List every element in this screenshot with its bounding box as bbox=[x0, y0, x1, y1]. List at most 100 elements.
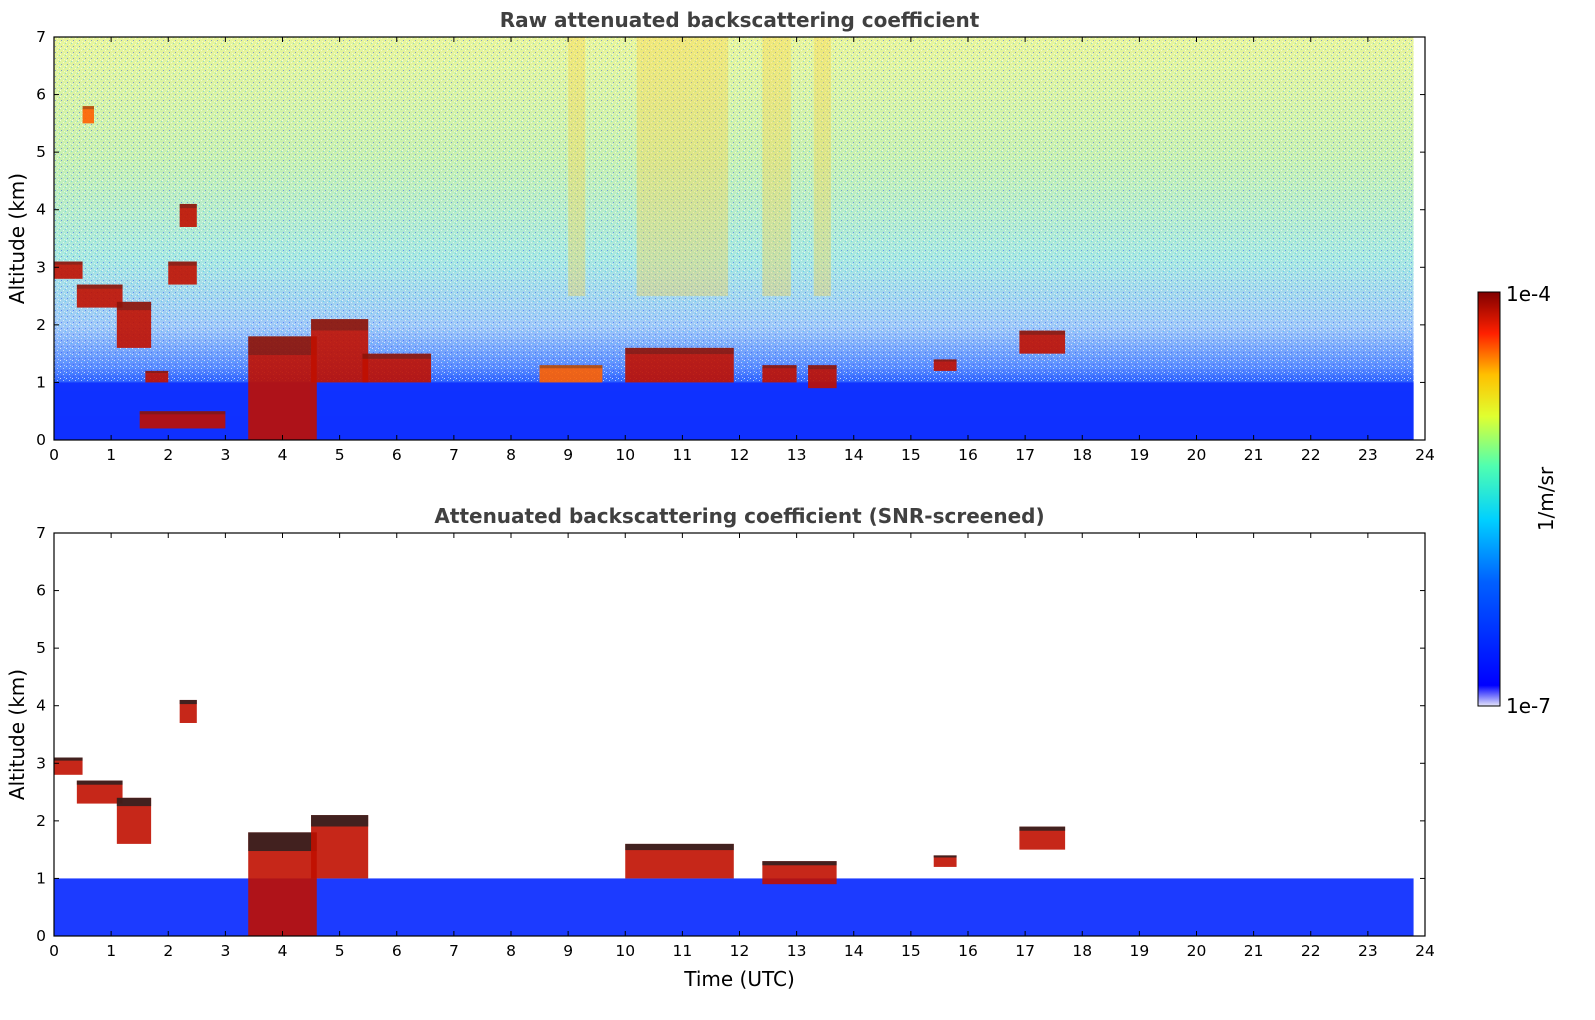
x-tick-label: 11 bbox=[673, 446, 693, 464]
cloud-layer-cell bbox=[625, 347, 734, 383]
x-tick-label: 2 bbox=[163, 942, 173, 960]
y-tick-label: 6 bbox=[36, 86, 46, 104]
cloud-layer-cell bbox=[179, 203, 197, 227]
x-tick-label: 14 bbox=[844, 942, 864, 960]
cloud-layer-cell bbox=[1019, 330, 1066, 354]
y-tick-label: 4 bbox=[36, 697, 46, 715]
x-tick-label: 15 bbox=[901, 942, 921, 960]
x-tick-label: 17 bbox=[1015, 942, 1035, 960]
cloud-top-edge bbox=[1019, 330, 1066, 335]
x-tick-label: 7 bbox=[449, 942, 459, 960]
cloud-top-edge bbox=[54, 261, 83, 265]
x-tick-label: 2 bbox=[163, 446, 173, 464]
x-tick-label: 6 bbox=[392, 446, 402, 464]
y-tick-label: 1 bbox=[36, 373, 46, 391]
cloud-layer-cell bbox=[82, 106, 94, 124]
cloud-top-edge bbox=[139, 411, 226, 415]
cloud-top-edge bbox=[248, 832, 317, 852]
cloud-layer-cell bbox=[762, 861, 837, 885]
y-tick-label: 2 bbox=[36, 316, 46, 334]
cloud-top-edge bbox=[808, 365, 837, 370]
noise-texture bbox=[54, 37, 1414, 383]
colorbar-min-label: 1e-7 bbox=[1506, 694, 1551, 718]
y-tick-label: 2 bbox=[36, 812, 46, 830]
x-tick-label: 3 bbox=[220, 446, 230, 464]
cloud-layer-cell bbox=[54, 757, 83, 775]
cloud-top-edge bbox=[76, 284, 123, 289]
cloud-top-edge bbox=[82, 106, 94, 110]
y-tick-label: 7 bbox=[36, 28, 46, 46]
cloud-top-edge bbox=[168, 261, 197, 266]
noise-streak bbox=[636, 37, 729, 297]
cloud-top-edge bbox=[116, 797, 152, 807]
cloud-layer-cell bbox=[54, 261, 83, 279]
cloud-top-edge bbox=[54, 757, 83, 761]
x-tick-label: 17 bbox=[1015, 446, 1035, 464]
y-tick-label: 3 bbox=[36, 258, 46, 276]
x-tick-label: 18 bbox=[1072, 942, 1092, 960]
cloud-top-edge bbox=[625, 843, 734, 851]
y-tick-label: 5 bbox=[36, 143, 46, 161]
x-tick-label: 19 bbox=[1130, 446, 1150, 464]
cloud-layer-cell bbox=[116, 301, 152, 348]
y-axis-ticks: 0 1 2 3 4 5 6 7 bbox=[36, 28, 1425, 449]
cloud-top-edge bbox=[311, 319, 369, 331]
colorbar-unit-label: 1/m/sr bbox=[1534, 466, 1558, 531]
cloud-layer-cell bbox=[362, 353, 432, 383]
cloud-top-edge bbox=[625, 347, 734, 355]
x-axis-ticks: 0 1 2 3 4 5 6 7 8 9 10 11 12 13 14 15 16 17 18 19 20 21 22 23 24 bbox=[49, 533, 1435, 960]
cloud-layer-cell bbox=[311, 319, 369, 383]
x-tick-label: 5 bbox=[335, 446, 345, 464]
cloud-top-edge bbox=[248, 336, 317, 356]
x-tick-label: 3 bbox=[220, 942, 230, 960]
x-tick-label: 15 bbox=[901, 446, 921, 464]
cloud-top-edge bbox=[933, 359, 957, 362]
x-tick-label: 24 bbox=[1415, 446, 1435, 464]
cloud-top-edge bbox=[145, 370, 169, 373]
cloud-layer-cell bbox=[179, 699, 197, 723]
colorbar-gradient bbox=[1477, 291, 1501, 707]
noise-streak bbox=[568, 37, 586, 297]
x-tick-label: 12 bbox=[730, 446, 750, 464]
x-tick-label: 23 bbox=[1358, 942, 1378, 960]
y-tick-label: 1 bbox=[36, 869, 46, 887]
cloud-top-edge bbox=[1019, 826, 1066, 831]
cloud-layer-cell bbox=[76, 780, 123, 804]
cloud-top-edge bbox=[311, 815, 369, 827]
x-tick-label: 12 bbox=[730, 942, 750, 960]
noise-streak bbox=[762, 37, 791, 297]
x-tick-label: 22 bbox=[1301, 942, 1321, 960]
cloud-layer-cell bbox=[1019, 826, 1066, 850]
x-tick-label: 21 bbox=[1244, 446, 1264, 464]
x-tick-label: 8 bbox=[506, 446, 516, 464]
x-tick-label: 1 bbox=[106, 942, 116, 960]
x-tick-label: 1 bbox=[106, 446, 116, 464]
x-tick-label: 22 bbox=[1301, 446, 1321, 464]
x-tick-label: 10 bbox=[615, 446, 635, 464]
cloud-top-edge bbox=[179, 699, 197, 705]
cloud-top-edge bbox=[76, 780, 123, 785]
y-axis-label: Altitude (km) bbox=[5, 669, 29, 800]
y-axis-ticks: 0 1 2 3 4 5 6 7 bbox=[36, 524, 1425, 945]
x-tick-label: 20 bbox=[1187, 942, 1207, 960]
x-tick-label: 24 bbox=[1415, 942, 1435, 960]
x-tick-label: 9 bbox=[563, 446, 573, 464]
cloud-layer-cell bbox=[76, 284, 123, 308]
noise-streak bbox=[813, 37, 831, 297]
raw-backscatter-panel: Raw attenuated backscattering coefficien… bbox=[5, 8, 1435, 464]
cloud-layer-cell bbox=[933, 855, 957, 867]
x-tick-label: 16 bbox=[958, 446, 978, 464]
cloud-top-edge bbox=[933, 855, 957, 858]
chart-title: Raw attenuated backscattering coefficien… bbox=[500, 8, 980, 32]
y-tick-label: 6 bbox=[36, 582, 46, 600]
colorbar-max-label: 1e-4 bbox=[1506, 282, 1551, 306]
x-tick-label: 14 bbox=[844, 446, 864, 464]
x-tick-label: 10 bbox=[615, 942, 635, 960]
x-tick-label: 0 bbox=[49, 942, 59, 960]
y-axis-label: Altitude (km) bbox=[5, 173, 29, 304]
cloud-top-edge bbox=[762, 861, 837, 866]
x-tick-label: 13 bbox=[787, 942, 807, 960]
cloud-top-edge bbox=[179, 203, 197, 209]
x-tick-label: 5 bbox=[335, 942, 345, 960]
cloud-top-edge bbox=[762, 365, 797, 369]
